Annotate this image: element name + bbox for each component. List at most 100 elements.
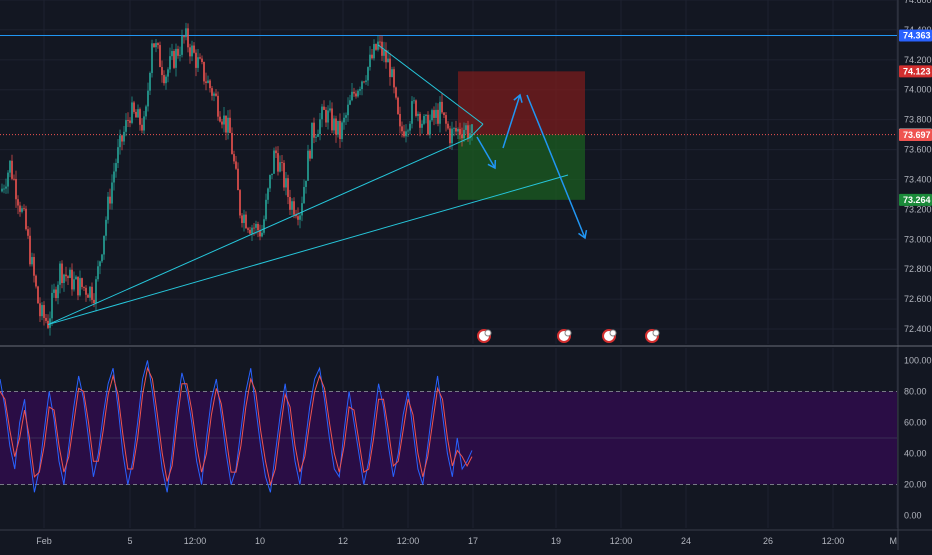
candle-body — [7, 172, 9, 187]
candle-body — [229, 117, 231, 133]
y-tick-label: 72.800 — [904, 264, 932, 274]
candle-body — [395, 87, 397, 98]
triangle-upper-line[interactable] — [377, 44, 484, 125]
candle-body — [353, 91, 355, 94]
candle-body — [441, 101, 443, 113]
candle-body — [259, 230, 261, 237]
stop-loss-zone[interactable] — [458, 71, 585, 135]
candle-body — [67, 276, 69, 278]
candle-body — [57, 284, 59, 299]
candle-body — [365, 80, 367, 82]
candle-body — [449, 128, 451, 144]
y-tick-label: 74.600 — [904, 0, 932, 5]
x-tick-label: 12:00 — [397, 536, 420, 546]
trendline-rising-1[interactable] — [47, 137, 471, 326]
candle-body — [293, 201, 295, 215]
candle-body — [73, 279, 75, 290]
arrow-up[interactable] — [502, 94, 521, 149]
candle-body — [61, 263, 63, 284]
candle-body — [321, 106, 323, 120]
candle-body — [287, 178, 289, 197]
osc-y-tick-label: 40.00 — [904, 449, 927, 459]
candle-body — [121, 135, 123, 142]
candle-body — [231, 132, 233, 155]
candle-body — [139, 109, 141, 125]
candle-body — [361, 81, 363, 90]
candle-body — [413, 100, 415, 102]
candle-body — [109, 196, 111, 204]
candle-body — [85, 287, 87, 295]
candle-body — [183, 36, 185, 38]
candle-body — [373, 44, 375, 59]
candle-body — [129, 120, 131, 123]
y-tick-label: 73.600 — [904, 145, 932, 155]
candle-body — [71, 269, 73, 290]
candle-body — [285, 178, 287, 188]
candle-body — [209, 80, 211, 89]
candle-body — [193, 45, 195, 53]
candle-body — [279, 162, 281, 172]
candle-body — [131, 102, 133, 123]
candle-body — [381, 41, 383, 56]
candle-body — [15, 179, 17, 200]
x-tick-label: 17 — [468, 536, 478, 546]
stoch-d-line[interactable] — [0, 366, 473, 487]
candle-body — [265, 199, 267, 220]
event-marker-dot-icon — [484, 329, 492, 337]
candle-body — [393, 69, 395, 88]
candle-body — [17, 199, 19, 206]
candle-body — [151, 43, 153, 73]
candle-body — [103, 235, 105, 255]
candle-body — [3, 188, 5, 190]
candle-body — [167, 69, 169, 77]
candle-body — [421, 123, 423, 128]
candle-body — [207, 80, 209, 83]
candle-body — [199, 57, 201, 59]
candle-body — [43, 305, 45, 318]
arrow-down-1[interactable] — [476, 136, 496, 169]
candle-body — [275, 150, 277, 154]
candle-body — [49, 318, 51, 328]
candle-body — [159, 45, 161, 68]
candle-body — [347, 104, 349, 116]
candle-body — [391, 69, 393, 77]
x-tick-label: 12 — [338, 536, 348, 546]
y-tick-label: 72.600 — [904, 294, 932, 304]
candle-body — [255, 223, 257, 228]
candle-body — [251, 227, 253, 234]
stoch-k-line[interactable] — [0, 360, 473, 493]
candle-body — [177, 48, 179, 56]
candle-body — [235, 161, 237, 169]
candle-body — [371, 54, 373, 59]
candle-body — [149, 72, 151, 91]
candle-body — [327, 110, 329, 123]
candle-body — [305, 180, 307, 187]
candle-body — [261, 232, 263, 237]
candle-body — [457, 129, 459, 132]
triangle-apex-line[interactable] — [469, 123, 484, 138]
take-profit-zone[interactable] — [458, 134, 585, 200]
candle-body — [89, 286, 91, 298]
candle-body — [155, 43, 157, 48]
x-tick-label: 26 — [763, 536, 773, 546]
candle-body — [263, 219, 265, 233]
candle-body — [117, 147, 119, 164]
y-tick-label: 73.200 — [904, 204, 932, 214]
trendline-rising-2[interactable] — [47, 174, 569, 326]
y-tick-label: 74.000 — [904, 85, 932, 95]
candle-body — [181, 36, 183, 55]
candle-body — [185, 28, 187, 38]
candle-body — [335, 118, 337, 135]
candle-body — [367, 67, 369, 81]
candle-body — [291, 201, 293, 210]
candle-body — [189, 47, 191, 57]
candle-body — [113, 171, 115, 183]
candle-body — [119, 135, 121, 148]
candle-body — [35, 275, 37, 287]
arrow-down-2[interactable] — [526, 94, 586, 239]
candle-body — [277, 153, 279, 172]
candle-body — [99, 261, 101, 267]
candle-body — [289, 196, 291, 210]
